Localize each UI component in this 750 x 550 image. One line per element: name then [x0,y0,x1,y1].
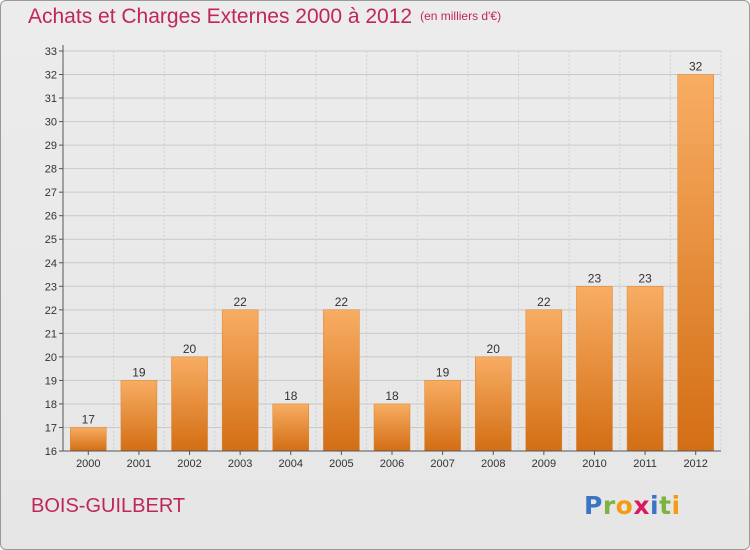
y-tick-label: 21 [45,328,57,340]
bar [576,286,613,452]
bar [424,380,461,452]
bar-value-label: 22 [335,295,349,309]
y-tick-label: 25 [45,234,57,246]
axes: 16 17 18 19 20 21 22 23 24 25 26 27 28 29 30 31 32 33 2000… [45,45,721,470]
commune-name: BOIS-GUILBERT [31,495,186,517]
x-tick-label: 2007 [430,458,454,470]
bar [677,74,714,452]
bar-value-label: 23 [588,271,602,285]
bar [221,309,259,452]
y-tick-label: 26 [45,211,57,223]
x-tick-label: 2012 [683,458,707,470]
bar [525,309,563,452]
bar [171,356,208,452]
y-tick-label: 32 [45,70,57,82]
bar-value-label: 22 [233,295,247,309]
bar-value-label: 17 [82,412,96,426]
bar [474,356,512,452]
bars: 17 19 20 22 18 22 18 19 20 22 23 23 32 [70,60,714,452]
chart-title: Achats et Charges Externes 2000 à 2012 (e… [28,5,501,29]
chart-title-text: Achats et Charges Externes 2000 à 2012 [28,5,413,28]
bar-value-label: 19 [436,365,450,379]
x-tick-label: 2002 [177,458,201,470]
bar [626,286,664,452]
x-tick-label: 2011 [633,458,657,470]
logo-letter: x [633,491,650,520]
x-tick-label: 2010 [582,458,606,470]
bar [70,427,107,452]
chart-unit: (en milliers d'€) [420,9,502,23]
x-tick-label: 2004 [279,458,303,470]
x-tick-label: 2006 [380,458,404,470]
bar [323,309,360,452]
y-tick-label: 29 [45,140,57,152]
y-tick-label: 33 [45,46,57,58]
logo-letter: i [671,491,681,520]
logo-letter: P [584,491,603,520]
y-tick-label: 27 [45,187,57,199]
logo-letter: o [615,491,634,520]
bar-value-label: 32 [689,60,703,74]
logo-letter: t [659,491,672,520]
bar-value-label: 18 [284,389,298,403]
y-tick-label: 23 [45,281,57,293]
bar-value-label: 20 [183,342,197,356]
y-tick-label: 18 [45,399,57,411]
y-tick-label: 31 [45,93,57,105]
x-tick-label: 2003 [228,458,252,470]
y-tick-label: 17 [45,422,57,434]
proxiti-logo: Proxiti [584,491,681,520]
y-tick-label: 19 [45,375,57,387]
x-tick-label: 2009 [532,458,556,470]
x-tick-label: 2005 [329,458,353,470]
x-tick-label: 2000 [76,458,100,470]
bar [120,380,158,452]
bar-value-label: 22 [537,295,551,309]
bar-value-label: 18 [385,389,399,403]
bar-value-label: 19 [132,365,146,379]
y-tick-label: 24 [45,258,57,270]
y-tick-label: 30 [45,117,57,129]
bar [272,403,310,452]
bar-value-label: 20 [487,342,501,356]
y-tick-label: 20 [45,352,57,364]
logo-letter: r [602,491,616,520]
bar [373,403,411,452]
y-tick-label: 28 [45,164,57,176]
x-tick-label: 2008 [481,458,505,470]
y-tick-label: 16 [45,446,57,458]
bar-value-label: 23 [638,271,652,285]
logo-letter: i [650,491,660,520]
x-tick-label: 2001 [127,458,151,470]
y-tick-label: 22 [45,305,57,317]
